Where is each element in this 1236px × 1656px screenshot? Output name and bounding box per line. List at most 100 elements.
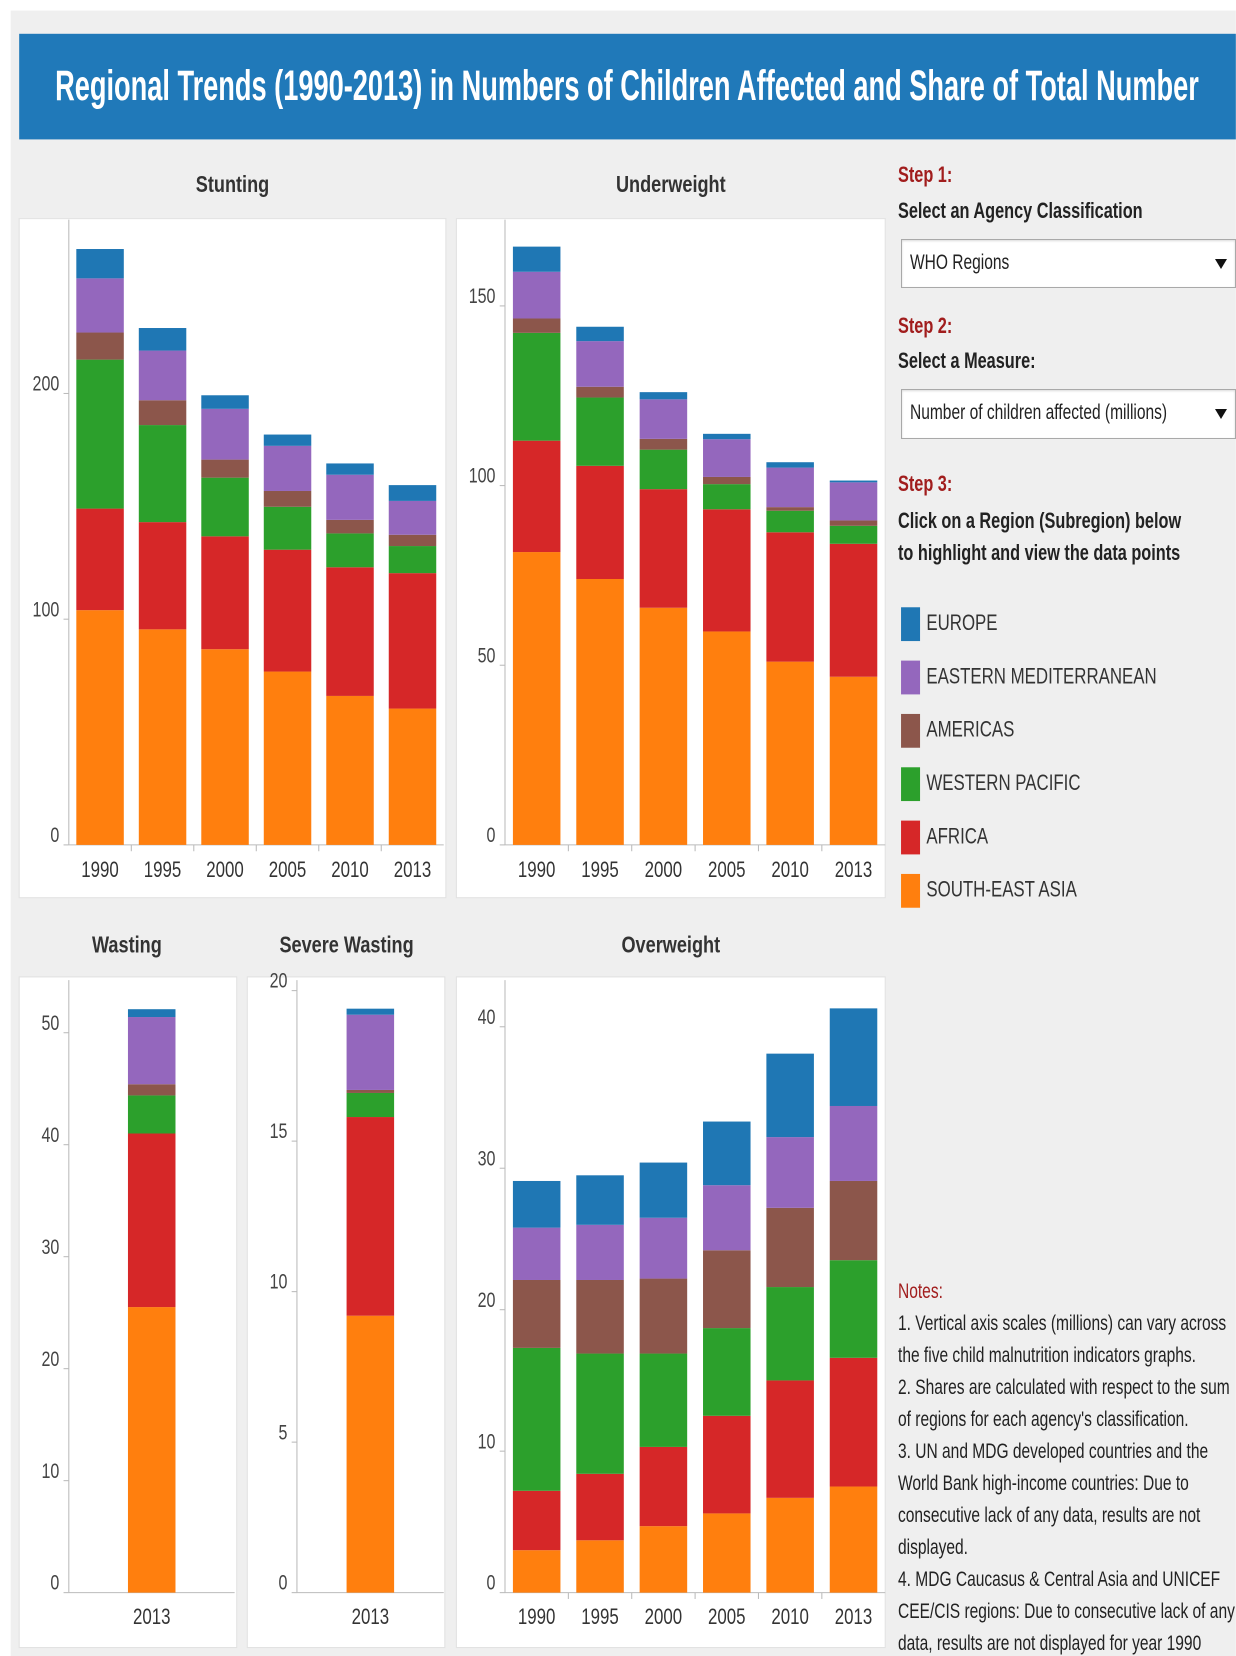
bar-segment[interactable]	[76, 332, 124, 360]
bar-segment[interactable]	[829, 1105, 878, 1181]
bar-segment[interactable]	[127, 1307, 176, 1593]
bar-segment[interactable]	[127, 1095, 176, 1134]
bar-segment[interactable]	[576, 578, 624, 845]
bar-segment[interactable]	[512, 1227, 561, 1280]
bar-segment[interactable]	[576, 1353, 624, 1474]
bar-segment[interactable]	[201, 459, 249, 478]
bar-segment[interactable]	[201, 408, 249, 460]
bar-segment[interactable]	[388, 546, 437, 574]
bar-segment[interactable]	[346, 1089, 395, 1093]
bar-segment[interactable]	[703, 1121, 751, 1186]
bar-segment[interactable]	[639, 392, 688, 400]
bar-segment[interactable]	[703, 439, 751, 477]
bar-segment[interactable]	[639, 438, 688, 450]
bar-segment[interactable]	[766, 1287, 814, 1381]
bar-segment[interactable]	[512, 246, 561, 272]
bar-segment[interactable]	[576, 386, 624, 398]
bar-segment[interactable]	[703, 476, 751, 485]
bar-segment[interactable]	[703, 1185, 751, 1251]
bar-segment[interactable]	[138, 629, 187, 845]
legend-label[interactable]: AFRICA	[926, 824, 989, 849]
bar-segment[interactable]	[829, 543, 878, 677]
bar-segment[interactable]	[703, 509, 751, 632]
bar-segment[interactable]	[829, 1260, 878, 1358]
bar-segment[interactable]	[576, 1175, 624, 1225]
bar-segment[interactable]	[138, 350, 187, 401]
legend-label[interactable]: SOUTH-EAST ASIA	[926, 878, 1077, 903]
legend-swatch[interactable]	[901, 820, 921, 855]
bar-segment[interactable]	[766, 1137, 814, 1208]
bar-segment[interactable]	[766, 661, 814, 845]
bar-segment[interactable]	[829, 1008, 878, 1106]
bar-segment[interactable]	[388, 708, 437, 845]
bar-segment[interactable]	[512, 1550, 561, 1593]
bar-segment[interactable]	[326, 519, 374, 534]
bar-segment[interactable]	[766, 1207, 814, 1288]
bar-segment[interactable]	[766, 1497, 814, 1593]
bar-segment[interactable]	[829, 676, 878, 845]
bar-segment[interactable]	[512, 440, 561, 553]
bar-segment[interactable]	[346, 1008, 395, 1015]
bar-segment[interactable]	[576, 326, 624, 342]
bar-segment[interactable]	[326, 463, 374, 475]
bar-segment[interactable]	[766, 510, 814, 533]
legend-label[interactable]: AMERICAS	[926, 718, 1014, 743]
bar-segment[interactable]	[639, 607, 688, 845]
bar-segment[interactable]	[829, 482, 878, 521]
legend-swatch[interactable]	[901, 607, 921, 642]
bar-segment[interactable]	[639, 489, 688, 608]
bar-segment[interactable]	[263, 549, 312, 672]
bar-segment[interactable]	[829, 1180, 878, 1261]
bar-segment[interactable]	[639, 449, 688, 490]
bar-segment[interactable]	[829, 525, 878, 544]
legend-swatch[interactable]	[901, 873, 921, 908]
bar-segment[interactable]	[201, 536, 249, 650]
bar-segment[interactable]	[766, 462, 814, 468]
bar-segment[interactable]	[639, 1353, 688, 1447]
bar-segment[interactable]	[326, 533, 374, 568]
legend-label[interactable]: EUROPE	[926, 611, 997, 636]
bar-segment[interactable]	[201, 477, 249, 537]
bar-segment[interactable]	[138, 522, 187, 630]
bar-segment[interactable]	[512, 1347, 561, 1491]
bar-segment[interactable]	[76, 278, 124, 333]
bar-segment[interactable]	[639, 1526, 688, 1593]
bar-segment[interactable]	[346, 1315, 395, 1593]
bar-segment[interactable]	[388, 534, 437, 547]
legend-label[interactable]: EASTERN MEDITERRANEAN	[926, 664, 1156, 689]
bar-segment[interactable]	[326, 695, 374, 845]
bar-segment[interactable]	[576, 341, 624, 387]
bar-segment[interactable]	[576, 1224, 624, 1280]
bar-segment[interactable]	[766, 1380, 814, 1498]
bar-segment[interactable]	[127, 1017, 176, 1085]
bar-segment[interactable]	[388, 573, 437, 709]
bar-segment[interactable]	[326, 567, 374, 696]
bar-segment[interactable]	[138, 425, 187, 523]
bar-segment[interactable]	[512, 1180, 561, 1228]
bar-segment[interactable]	[76, 359, 124, 509]
bar-segment[interactable]	[263, 506, 312, 550]
bar-segment[interactable]	[388, 500, 437, 535]
bar-segment[interactable]	[138, 400, 187, 426]
bar-segment[interactable]	[766, 532, 814, 662]
bar-segment[interactable]	[576, 1279, 624, 1354]
bar-segment[interactable]	[138, 328, 187, 351]
legend-swatch[interactable]	[901, 660, 921, 695]
bar-segment[interactable]	[512, 318, 561, 333]
bar-segment[interactable]	[76, 249, 124, 279]
bar-segment[interactable]	[346, 1014, 395, 1090]
bar-segment[interactable]	[346, 1117, 395, 1316]
bar-segment[interactable]	[639, 1217, 688, 1279]
bar-segment[interactable]	[703, 1415, 751, 1514]
bar-segment[interactable]	[639, 399, 688, 439]
legend-swatch[interactable]	[901, 713, 921, 748]
bar-segment[interactable]	[703, 1328, 751, 1416]
bar-segment[interactable]	[263, 490, 312, 507]
bar-segment[interactable]	[576, 397, 624, 466]
agency-dropdown[interactable]: WHO Regions	[901, 239, 1236, 288]
bar-segment[interactable]	[576, 1540, 624, 1593]
bar-segment[interactable]	[512, 271, 561, 319]
bar-segment[interactable]	[346, 1092, 395, 1118]
bar-segment[interactable]	[703, 433, 751, 440]
bar-segment[interactable]	[127, 1084, 176, 1096]
